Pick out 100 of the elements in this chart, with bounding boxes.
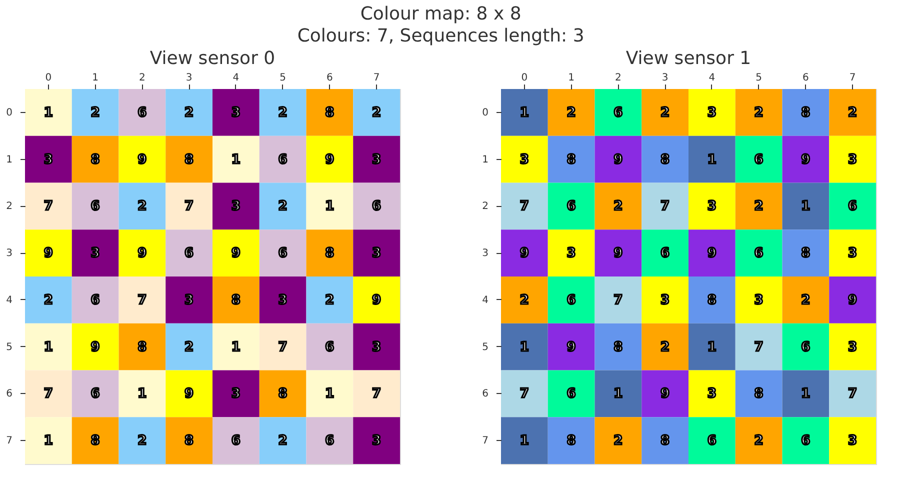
data-label: 8 bbox=[231, 292, 240, 308]
data-label: 2 bbox=[566, 105, 576, 120]
data-label: 3 bbox=[520, 152, 529, 168]
x-tick-label: 3 bbox=[662, 72, 668, 84]
data-label: 8 bbox=[566, 152, 576, 168]
data-label: 2 bbox=[138, 434, 147, 449]
data-label: 2 bbox=[44, 292, 53, 308]
y-tick-label: 3 bbox=[482, 248, 488, 260]
data-label: 3 bbox=[278, 292, 288, 308]
data-label: 7 bbox=[520, 386, 529, 402]
data-label: 3 bbox=[707, 105, 716, 120]
data-label: 1 bbox=[707, 340, 716, 355]
data-label: 1 bbox=[44, 434, 53, 449]
data-label: 8 bbox=[660, 434, 670, 449]
data-label: 3 bbox=[707, 386, 716, 402]
data-label: 7 bbox=[44, 199, 53, 214]
y-tick-label: 2 bbox=[6, 201, 12, 212]
data-label: 9 bbox=[372, 292, 382, 308]
data-label: 3 bbox=[660, 292, 670, 308]
data-label: 8 bbox=[566, 434, 576, 449]
data-label: 1 bbox=[138, 386, 147, 402]
x-tick-label: 2 bbox=[139, 72, 146, 84]
data-label: 9 bbox=[520, 246, 529, 262]
data-label: 6 bbox=[231, 434, 240, 449]
data-label: 6 bbox=[614, 105, 623, 120]
data-label: 3 bbox=[372, 152, 382, 168]
data-label: 8 bbox=[660, 152, 670, 168]
data-label: 8 bbox=[801, 246, 810, 262]
y-tick-label: 7 bbox=[482, 436, 488, 447]
data-label: 6 bbox=[660, 246, 670, 262]
data-label: 7 bbox=[660, 199, 670, 214]
data-label: 6 bbox=[325, 434, 334, 449]
data-label: 8 bbox=[184, 152, 194, 168]
data-label: 2 bbox=[278, 105, 288, 120]
data-label: 2 bbox=[138, 199, 147, 214]
y-tick-label: 0 bbox=[482, 107, 488, 118]
data-label: 7 bbox=[614, 292, 623, 308]
data-label: 6 bbox=[566, 386, 576, 402]
text: Colours: 7, Sequences length: 3 bbox=[297, 26, 584, 46]
y-tick-label: 5 bbox=[6, 342, 12, 353]
data-label: 9 bbox=[231, 246, 240, 262]
data-label: 6 bbox=[801, 340, 810, 355]
data-label: 2 bbox=[184, 105, 194, 120]
x-tick-label: 6 bbox=[802, 72, 809, 84]
chart-title: View sensor 1 bbox=[626, 48, 752, 69]
data-label: 2 bbox=[520, 292, 529, 308]
data-label: 6 bbox=[90, 386, 100, 402]
data-label: 3 bbox=[372, 434, 382, 449]
data-label: 9 bbox=[90, 340, 100, 355]
data-label: 9 bbox=[801, 152, 810, 168]
y-tick-label: 6 bbox=[482, 388, 488, 400]
data-label: 2 bbox=[90, 105, 100, 120]
data-label: 6 bbox=[372, 199, 382, 214]
y-tick-label: 4 bbox=[6, 294, 12, 306]
data-label: 3 bbox=[707, 199, 716, 214]
data-label: 2 bbox=[372, 105, 382, 120]
data-label: 2 bbox=[325, 292, 334, 308]
data-label: 8 bbox=[325, 246, 334, 262]
y-tick-label: 0 bbox=[6, 107, 12, 118]
data-label: 2 bbox=[660, 105, 670, 120]
data-label: 3 bbox=[231, 199, 240, 214]
data-label: 1 bbox=[231, 152, 240, 168]
data-label: 2 bbox=[614, 434, 623, 449]
text: Colour map: 8 x 8 bbox=[360, 4, 522, 24]
x-tick-label: 0 bbox=[521, 72, 528, 84]
data-label: 1 bbox=[707, 152, 716, 168]
x-tick-label: 0 bbox=[45, 72, 52, 84]
data-label: 2 bbox=[754, 105, 764, 120]
data-label: 3 bbox=[848, 434, 858, 449]
data-label: 1 bbox=[520, 434, 529, 449]
data-label: 2 bbox=[848, 105, 858, 120]
x-tick-label: 2 bbox=[615, 72, 622, 84]
data-label: 1 bbox=[44, 105, 53, 120]
data-label: 6 bbox=[325, 340, 334, 355]
data-label: 7 bbox=[138, 292, 147, 308]
data-label: 2 bbox=[754, 434, 764, 449]
x-tick-label: 6 bbox=[326, 72, 333, 84]
data-label: 1 bbox=[801, 386, 810, 402]
data-label: 1 bbox=[520, 105, 529, 120]
x-tick-label: 3 bbox=[186, 72, 192, 84]
data-label: 6 bbox=[801, 434, 810, 449]
data-label: 3 bbox=[372, 246, 382, 262]
data-label: 7 bbox=[848, 386, 858, 402]
data-label: 3 bbox=[848, 152, 858, 168]
data-label: 8 bbox=[90, 152, 100, 168]
data-label: 2 bbox=[278, 434, 288, 449]
y-tick-label: 4 bbox=[482, 294, 488, 306]
data-label: 2 bbox=[278, 199, 288, 214]
data-label: 8 bbox=[278, 386, 288, 402]
x-tick-label: 4 bbox=[232, 72, 240, 84]
x-tick-label: 5 bbox=[756, 72, 762, 84]
data-label: 6 bbox=[90, 292, 100, 308]
x-tick-label: 7 bbox=[849, 72, 856, 84]
data-label: 6 bbox=[138, 105, 147, 120]
data-label: 9 bbox=[660, 386, 670, 402]
data-label: 1 bbox=[801, 199, 810, 214]
data-label: 7 bbox=[754, 340, 764, 355]
data-label: 9 bbox=[184, 386, 194, 402]
data-label: 8 bbox=[801, 105, 810, 120]
data-label: 1 bbox=[614, 386, 623, 402]
